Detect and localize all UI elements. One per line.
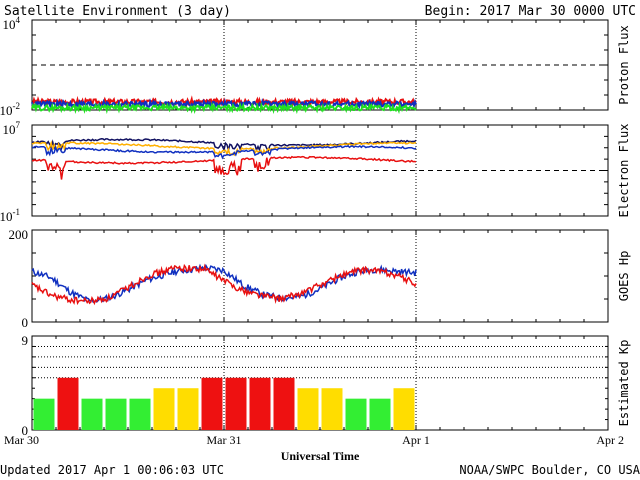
- x-axis: Mar 30 Mar 31 Apr 1 Apr 2: [4, 433, 624, 447]
- x-tick-label: Mar 31: [207, 433, 242, 447]
- updated-time: Updated 2017 Apr 1 00:06:03 UTC: [0, 463, 224, 477]
- y-tick-label-top: 9: [22, 333, 29, 348]
- kp-bar: [201, 377, 223, 430]
- series-line-blue: [32, 144, 417, 160]
- kp-bar: [273, 377, 295, 430]
- y-tick-label-bottom: 10-2: [0, 101, 20, 118]
- kp-bar: [393, 388, 415, 430]
- kp-bar: [321, 388, 343, 430]
- kp-bar: [249, 377, 271, 430]
- panel-proton: 104 10-2 Proton Flux: [0, 15, 631, 118]
- panel-frame: [31, 229, 609, 323]
- y-axis-label: Proton Flux: [617, 25, 631, 104]
- y-axis-label: GOES Hp: [617, 251, 631, 302]
- kp-bar: [33, 398, 55, 430]
- series-line-red: [31, 155, 417, 180]
- y-tick-label-top: 104: [3, 15, 21, 32]
- x-tick-label: Apr 1: [402, 433, 430, 447]
- x-tick-label: Mar 30: [4, 433, 39, 447]
- panel-kp: 9 0 Estimated Kp: [22, 333, 632, 438]
- y-tick-label-bottom: 0: [22, 423, 29, 438]
- panel-electron: 107 10-1 Electron Flux: [0, 120, 631, 224]
- kp-bar: [153, 388, 175, 430]
- kp-bar: [297, 388, 319, 430]
- kp-bar: [57, 377, 79, 430]
- kp-bar: [177, 388, 199, 430]
- kp-bar: [345, 398, 367, 430]
- chart-title: Satellite Environment (3 day): [4, 4, 231, 19]
- y-tick-label-bottom: 0: [22, 315, 29, 330]
- y-tick-label-top: 107: [3, 120, 21, 137]
- kp-bar: [225, 377, 247, 430]
- y-tick-label-bottom: 10-1: [0, 207, 20, 224]
- kp-bar: [81, 398, 103, 430]
- begin-time: Begin: 2017 Mar 30 0000 UTC: [425, 4, 636, 19]
- y-axis-label: Estimated Kp: [617, 340, 631, 427]
- source-credit: NOAA/SWPC Boulder, CO USA: [459, 463, 640, 477]
- kp-bar: [105, 398, 127, 430]
- series-line-green: [31, 101, 417, 115]
- y-tick-label-top: 200: [9, 227, 29, 242]
- y-axis-label: Electron Flux: [617, 124, 631, 218]
- chart-panels: 104 10-2 Proton Flux 107 10-1 Electron Flux 20…: [0, 15, 631, 438]
- kp-bar: [369, 398, 391, 430]
- kp-bar: [129, 398, 151, 430]
- x-axis-title: Universal Time: [281, 449, 360, 463]
- series-line-orange: [31, 140, 417, 157]
- series-line-red: [31, 263, 417, 306]
- x-tick-label: Apr 2: [596, 433, 624, 447]
- panel-goes_hp: 200 0 GOES Hp: [9, 227, 632, 330]
